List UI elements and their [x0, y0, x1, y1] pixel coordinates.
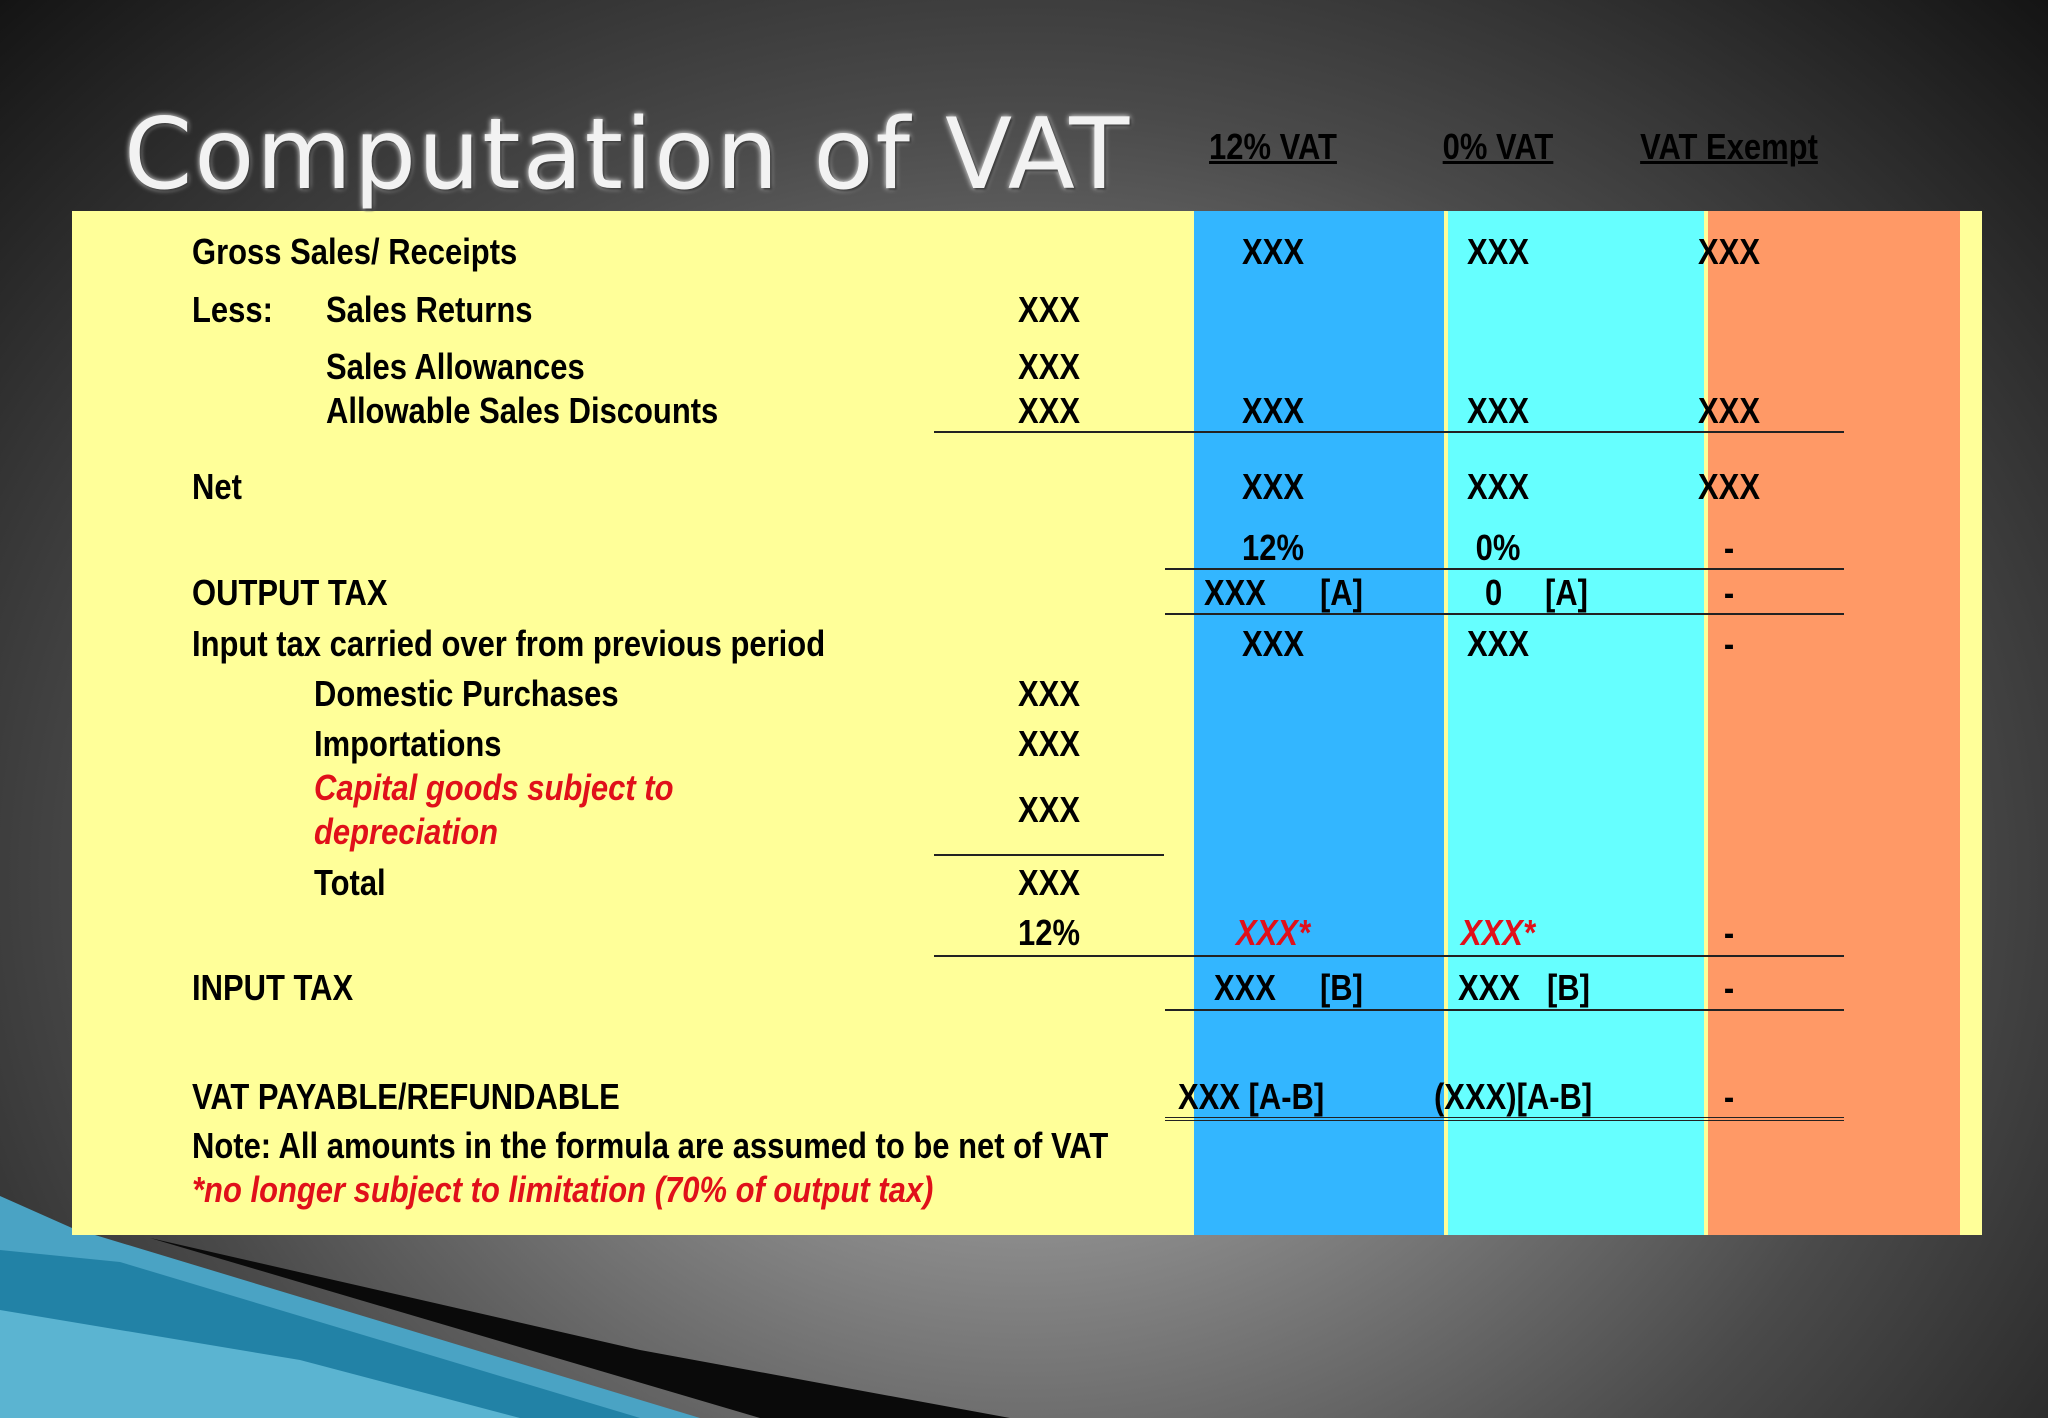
- slide-title: Computation of VAT: [124, 98, 1132, 212]
- less-label: Less:: [192, 289, 273, 330]
- carried-over-exempt: -: [1723, 623, 1735, 664]
- output-tax-vat12-ref: [A]: [1320, 572, 1363, 613]
- vat0-column-band: [1448, 211, 1704, 1235]
- output-tax-label: OUTPUT TAX: [192, 572, 388, 613]
- footnote-text: *no longer subject to limitation (70% of…: [192, 1169, 934, 1210]
- rule-output-top: [1165, 568, 1844, 570]
- input-rate-vat0: XXX*: [1460, 912, 1536, 953]
- domestic-purchases-amount: XXX: [1018, 673, 1080, 714]
- sales-allowances-label: Sales Allowances: [326, 346, 585, 387]
- input-tax-vat0: XXX: [1458, 967, 1520, 1008]
- input-rate-amount: 12%: [1018, 912, 1080, 953]
- rule-vat-payable-double: [1165, 1117, 1844, 1121]
- rule-subtotal: [934, 431, 1844, 433]
- allowable-discounts-exempt: XXX: [1698, 390, 1760, 431]
- input-tax-label: INPUT TAX: [192, 967, 354, 1008]
- capital-goods-label-line2: depreciation: [314, 811, 499, 852]
- capital-goods-label-line1: Capital goods subject to: [314, 767, 674, 808]
- rate-vat12: 12%: [1242, 527, 1304, 568]
- rate-vat0: 0%: [1475, 527, 1521, 568]
- header-0-vat: 0% VAT: [1442, 126, 1554, 167]
- net-vat0: XXX: [1467, 466, 1529, 507]
- carried-over-vat12: XXX: [1242, 623, 1304, 664]
- net-exempt: XXX: [1698, 466, 1760, 507]
- vat-payable-vat0: (XXX)[A-B]: [1434, 1076, 1593, 1117]
- input-rate-vat12: XXX*: [1235, 912, 1311, 953]
- header-vat-exempt: VAT Exempt: [1640, 126, 1818, 167]
- gross-sales-label: Gross Sales/ Receipts: [192, 231, 518, 272]
- allowable-discounts-vat12: XXX: [1242, 390, 1304, 431]
- vat-exempt-column-band: [1708, 211, 1960, 1235]
- gross-sales-exempt: XXX: [1698, 231, 1760, 272]
- input-rate-exempt: -: [1723, 912, 1735, 953]
- net-vat12: XXX: [1242, 466, 1304, 507]
- input-tax-exempt: -: [1723, 967, 1735, 1008]
- total-amount: XXX: [1018, 862, 1080, 903]
- capital-goods-amount: XXX: [1018, 789, 1080, 830]
- input-tax-vat12-ref: [B]: [1320, 967, 1363, 1008]
- rate-exempt: -: [1723, 527, 1735, 568]
- importations-label: Importations: [314, 723, 502, 764]
- sales-returns-amount: XXX: [1018, 289, 1080, 330]
- rule-input-top: [934, 955, 1844, 957]
- output-tax-exempt: -: [1723, 572, 1735, 613]
- allowable-discounts-label: Allowable Sales Discounts: [326, 390, 719, 431]
- importations-amount: XXX: [1018, 723, 1080, 764]
- note-text: Note: All amounts in the formula are ass…: [192, 1125, 1109, 1166]
- output-tax-vat0-ref: [A]: [1545, 572, 1588, 613]
- allowable-discounts-vat0: XXX: [1467, 390, 1529, 431]
- rule-total: [934, 854, 1164, 856]
- vat-payable-exempt: -: [1723, 1076, 1735, 1117]
- input-tax-vat0-ref: [B]: [1547, 967, 1590, 1008]
- rule-input-bottom: [1165, 1009, 1844, 1011]
- output-tax-vat12: XXX: [1204, 572, 1266, 613]
- carried-over-vat0: XXX: [1467, 623, 1529, 664]
- gross-sales-vat12: XXX: [1242, 231, 1304, 272]
- vat-payable-label: VAT PAYABLE/REFUNDABLE: [192, 1076, 620, 1117]
- sales-allowances-amount: XXX: [1018, 346, 1080, 387]
- vat12-column-band: [1194, 211, 1444, 1235]
- input-tax-vat12: XXX: [1214, 967, 1276, 1008]
- header-12-vat: 12% VAT: [1209, 126, 1337, 167]
- carried-over-label: Input tax carried over from previous per…: [192, 623, 826, 664]
- sales-returns-label: Sales Returns: [326, 289, 533, 330]
- rule-output-bottom: [1165, 613, 1844, 615]
- gross-sales-vat0: XXX: [1467, 231, 1529, 272]
- output-tax-vat0: 0: [1485, 572, 1503, 613]
- domestic-purchases-label: Domestic Purchases: [314, 673, 619, 714]
- net-label: Net: [192, 466, 242, 507]
- allowable-discounts-amount: XXX: [1018, 390, 1080, 431]
- vat-payable-vat12: XXX [A-B]: [1178, 1076, 1325, 1117]
- total-label: Total: [314, 862, 386, 903]
